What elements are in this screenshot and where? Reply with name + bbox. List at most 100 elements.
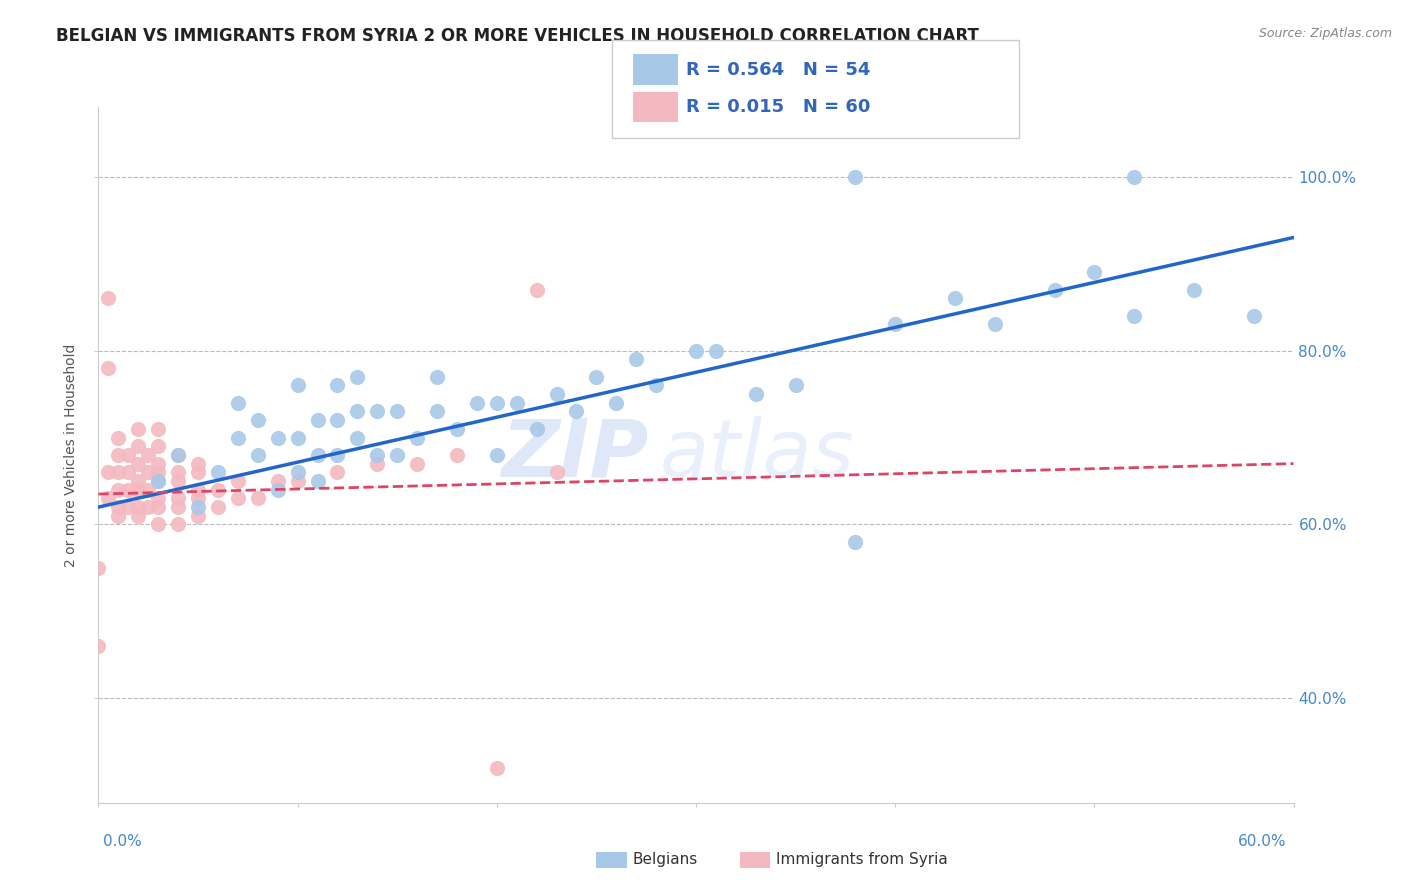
Point — [326, 466, 349, 480]
Point — [366, 457, 388, 471]
Point — [167, 517, 190, 532]
Point — [446, 448, 468, 462]
Point — [246, 491, 269, 506]
Point — [546, 387, 568, 401]
Point — [167, 500, 190, 514]
Point — [207, 483, 229, 497]
Point — [645, 378, 668, 392]
Point — [117, 483, 139, 497]
Point — [287, 466, 309, 480]
Point — [326, 413, 349, 427]
Point — [585, 369, 607, 384]
Point — [1123, 309, 1146, 323]
Point — [167, 491, 190, 506]
Point — [127, 500, 149, 514]
Point — [346, 369, 368, 384]
Point — [366, 404, 388, 418]
Point — [605, 396, 627, 410]
Point — [385, 404, 409, 418]
Point — [97, 491, 120, 506]
Point — [107, 483, 129, 497]
Point — [1182, 283, 1205, 297]
Point — [446, 422, 468, 436]
Point — [167, 448, 190, 462]
Point — [187, 483, 209, 497]
Point — [385, 448, 409, 462]
Point — [207, 466, 229, 480]
Point — [685, 343, 707, 358]
Point — [107, 448, 129, 462]
Point — [844, 169, 866, 184]
Point — [127, 422, 149, 436]
Point — [136, 483, 159, 497]
Point — [267, 431, 290, 445]
Point — [287, 378, 309, 392]
Point — [406, 431, 429, 445]
Point — [626, 352, 648, 367]
Point — [307, 474, 329, 488]
Point — [485, 448, 508, 462]
Point — [745, 387, 768, 401]
Point — [465, 396, 488, 410]
Point — [246, 413, 269, 427]
Point — [526, 283, 548, 297]
Point — [984, 318, 1007, 332]
Point — [136, 448, 159, 462]
Point — [226, 491, 249, 506]
Point — [426, 369, 449, 384]
Point — [1243, 309, 1265, 323]
Point — [187, 457, 209, 471]
Point — [426, 404, 449, 418]
Point — [148, 500, 170, 514]
Point — [148, 474, 170, 488]
Point — [485, 761, 508, 775]
Point — [117, 466, 139, 480]
Point — [326, 378, 349, 392]
Point — [267, 474, 290, 488]
Point — [287, 431, 309, 445]
Point — [307, 413, 329, 427]
Point — [326, 448, 349, 462]
Point — [187, 508, 209, 523]
Point — [546, 466, 568, 480]
Point — [267, 483, 290, 497]
Point — [136, 466, 159, 480]
Point — [148, 474, 170, 488]
Point — [127, 457, 149, 471]
Point — [97, 360, 120, 375]
Point — [704, 343, 727, 358]
Point — [1043, 283, 1066, 297]
Point — [226, 431, 249, 445]
Point — [117, 448, 139, 462]
Point — [148, 422, 170, 436]
Text: ZIP: ZIP — [501, 416, 648, 494]
Text: Source: ZipAtlas.com: Source: ZipAtlas.com — [1258, 27, 1392, 40]
Point — [127, 508, 149, 523]
Point — [148, 457, 170, 471]
Text: 60.0%: 60.0% — [1239, 834, 1286, 849]
Point — [167, 474, 190, 488]
Point — [485, 396, 508, 410]
Point — [87, 639, 110, 653]
Point — [287, 474, 309, 488]
Point — [187, 500, 209, 514]
Point — [97, 291, 120, 305]
Point — [127, 483, 149, 497]
Point — [107, 431, 129, 445]
Text: Belgians: Belgians — [633, 853, 697, 867]
Text: BELGIAN VS IMMIGRANTS FROM SYRIA 2 OR MORE VEHICLES IN HOUSEHOLD CORRELATION CHA: BELGIAN VS IMMIGRANTS FROM SYRIA 2 OR MO… — [56, 27, 979, 45]
Point — [87, 561, 110, 575]
Point — [207, 500, 229, 514]
Point — [506, 396, 529, 410]
Point — [226, 474, 249, 488]
Point — [107, 466, 129, 480]
Text: 0.0%: 0.0% — [103, 834, 142, 849]
Point — [346, 431, 368, 445]
Point — [167, 466, 190, 480]
Point — [844, 535, 866, 549]
Point — [943, 291, 966, 305]
Point — [107, 508, 129, 523]
Point — [346, 404, 368, 418]
Point — [526, 422, 548, 436]
Point — [167, 448, 190, 462]
